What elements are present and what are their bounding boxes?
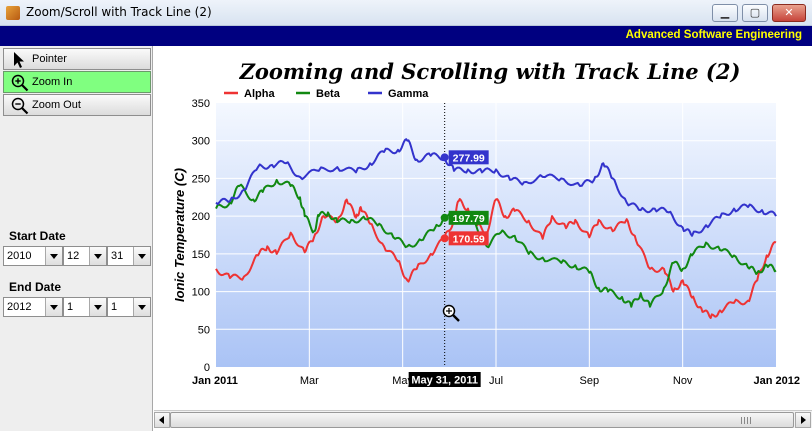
track-value-gamma: 277.99 bbox=[453, 152, 485, 164]
window-titlebar: Zoom/Scroll with Track Line (2) ▁ ▢ ✕ bbox=[0, 0, 812, 26]
chevron-down-icon[interactable] bbox=[133, 298, 150, 316]
control-panel: Pointer Zoom In Zoom Out Start Date 2010… bbox=[0, 46, 153, 431]
end-day-value: 1 bbox=[111, 301, 118, 313]
end-day-select[interactable]: 1 bbox=[107, 297, 151, 317]
track-date-box bbox=[408, 372, 481, 387]
app-icon bbox=[6, 6, 20, 20]
brand-banner: Advanced Software Engineering bbox=[0, 26, 812, 46]
track-value-beta: 197.79 bbox=[453, 213, 485, 225]
legend-label-gamma: Gamma bbox=[388, 88, 429, 100]
start-day-select[interactable]: 31 bbox=[107, 246, 151, 266]
zoom-in-label: Zoom In bbox=[32, 76, 73, 88]
close-button[interactable]: ✕ bbox=[772, 4, 806, 22]
brand-text: Advanced Software Engineering bbox=[625, 29, 802, 41]
x-tick-label: May bbox=[392, 375, 413, 387]
y-tick-label: 350 bbox=[192, 98, 210, 110]
horizontal-scrollbar[interactable] bbox=[154, 410, 812, 428]
legend-label-alpha: Alpha bbox=[244, 88, 275, 100]
zoom-in-button[interactable]: Zoom In bbox=[3, 71, 151, 93]
minimize-button[interactable]: ▁ bbox=[712, 4, 738, 22]
pointer-label: Pointer bbox=[32, 53, 67, 65]
zoom-out-button[interactable]: Zoom Out bbox=[3, 94, 151, 116]
start-year-select[interactable]: 2010 bbox=[3, 246, 63, 266]
chart-panel[interactable]: Zooming and Scrolling with Track Line (2… bbox=[154, 46, 812, 410]
start-year-value: 2010 bbox=[7, 250, 32, 262]
window-title: Zoom/Scroll with Track Line (2) bbox=[26, 5, 212, 19]
end-year-select[interactable]: 2012 bbox=[3, 297, 63, 317]
zoom-cursor-icon bbox=[442, 304, 460, 322]
scroll-right-button[interactable] bbox=[795, 412, 811, 428]
legend-label-beta: Beta bbox=[316, 88, 341, 100]
y-tick-label: 50 bbox=[198, 324, 210, 336]
zoom-out-label: Zoom Out bbox=[32, 99, 81, 111]
x-tick-label: Jan 2012 bbox=[754, 375, 800, 387]
chart-title: Zooming and Scrolling with Track Line (2… bbox=[239, 59, 741, 84]
pointer-icon bbox=[14, 52, 24, 68]
track-value-box-gamma bbox=[448, 150, 489, 165]
y-tick-label: 0 bbox=[204, 362, 210, 374]
y-tick-label: 200 bbox=[192, 211, 210, 223]
track-value-alpha: 170.59 bbox=[453, 233, 485, 245]
x-tick-label: Jan 2011 bbox=[192, 375, 238, 387]
y-tick-label: 100 bbox=[192, 287, 210, 299]
series-line-gamma bbox=[215, 138, 777, 237]
series-line-beta bbox=[215, 178, 777, 308]
chevron-down-icon[interactable] bbox=[89, 247, 106, 265]
x-tick-label: Nov bbox=[673, 375, 693, 387]
y-tick-label: 250 bbox=[192, 173, 210, 185]
start-month-value: 12 bbox=[67, 250, 80, 262]
end-month-value: 1 bbox=[67, 301, 74, 313]
x-tick-label: Mar bbox=[300, 375, 319, 387]
line-chart[interactable]: Zooming and Scrolling with Track Line (2… bbox=[154, 46, 812, 410]
start-day-value: 31 bbox=[111, 250, 124, 262]
zoom-out-icon bbox=[11, 97, 29, 115]
track-value-box-alpha bbox=[448, 231, 489, 246]
zoom-in-icon bbox=[11, 74, 29, 92]
series-line-alpha bbox=[215, 198, 777, 319]
end-date-label: End Date bbox=[9, 280, 62, 294]
y-axis-label: Ionic Temperature (C) bbox=[172, 168, 187, 302]
chevron-down-icon[interactable] bbox=[45, 298, 62, 316]
chevron-down-icon[interactable] bbox=[45, 247, 62, 265]
track-point-alpha bbox=[440, 234, 449, 243]
end-month-select[interactable]: 1 bbox=[63, 297, 107, 317]
track-point-gamma bbox=[440, 153, 449, 162]
scrollbar-thumb[interactable] bbox=[170, 412, 794, 428]
start-date-label: Start Date bbox=[9, 229, 66, 243]
track-point-beta bbox=[440, 213, 449, 222]
y-tick-label: 150 bbox=[192, 249, 210, 261]
y-tick-label: 300 bbox=[192, 136, 210, 148]
x-tick-label: Jul bbox=[489, 375, 503, 387]
track-date-label: May 31, 2011 bbox=[411, 375, 478, 387]
x-tick-label: Sep bbox=[580, 375, 600, 387]
scroll-left-button[interactable] bbox=[154, 412, 170, 428]
start-month-select[interactable]: 12 bbox=[63, 246, 107, 266]
chevron-down-icon[interactable] bbox=[89, 298, 106, 316]
track-value-box-beta bbox=[448, 210, 489, 225]
end-year-value: 2012 bbox=[7, 301, 32, 313]
chevron-down-icon[interactable] bbox=[133, 247, 150, 265]
pointer-button[interactable]: Pointer bbox=[3, 48, 151, 70]
maximize-button[interactable]: ▢ bbox=[742, 4, 768, 22]
